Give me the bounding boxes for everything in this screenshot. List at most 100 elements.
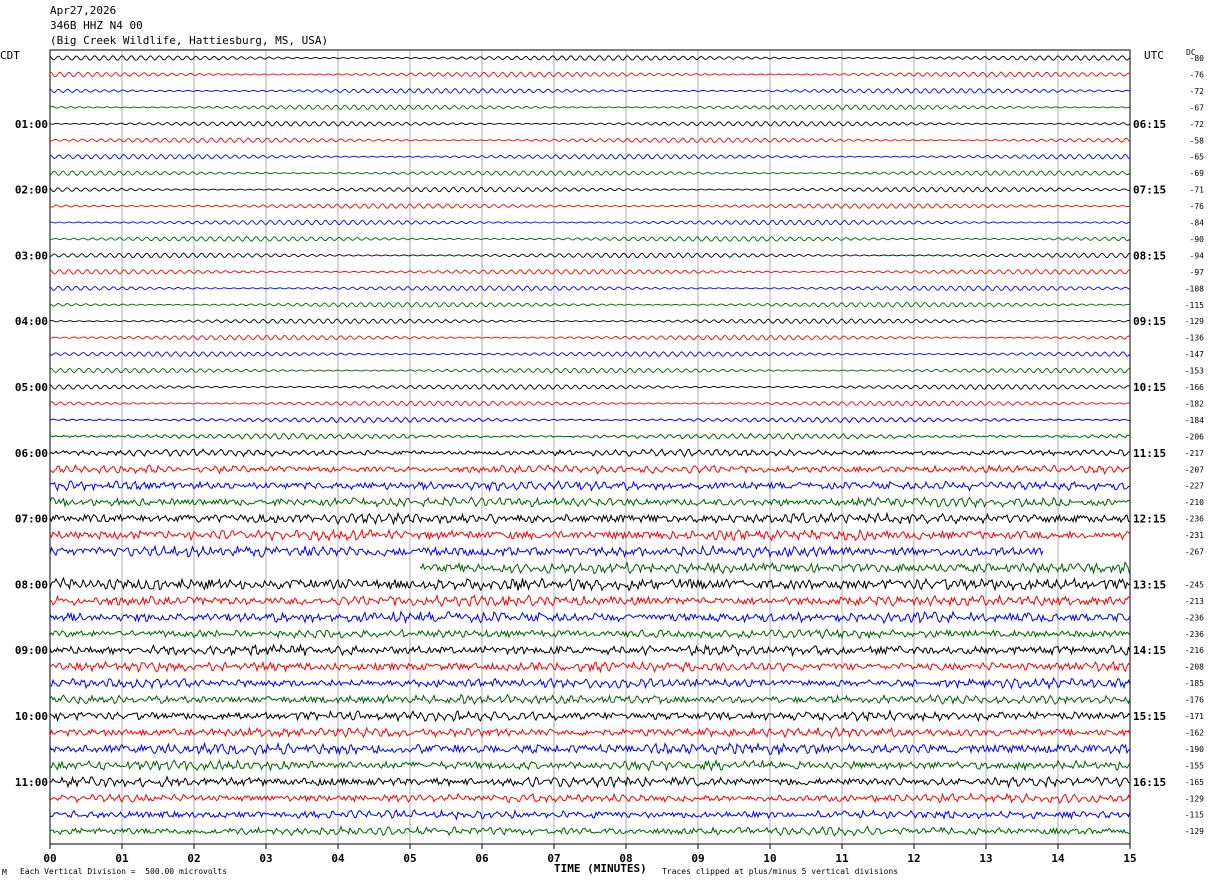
seismic-trace [49,709,1131,723]
dc-offset-label: -84 [1190,219,1205,228]
seismic-trace [49,219,1131,226]
seismic-trace [49,528,1131,542]
x-tick-label: 09 [691,852,704,865]
seismic-trace [49,186,1131,193]
right-hour-label: 09:15 [1133,315,1166,328]
seismic-trace [49,511,1131,526]
seismic-trace [49,170,1131,176]
x-tick-label: 07 [547,852,560,865]
scale-note: Each Vertical Division = 500.00 microvol… [20,867,228,876]
plot-date: Apr27,2026 [50,4,117,17]
seismic-trace [49,693,1131,706]
dc-offset-label: -208 [1185,663,1204,672]
dc-offset-label: -115 [1185,811,1204,820]
x-tick-label: 06 [475,852,489,865]
dc-offset-label: -58 [1190,136,1205,145]
dc-offset-label: -71 [1190,186,1205,195]
station-location: (Big Creek Wildlife, Hattiesburg, MS, US… [50,34,329,47]
right-hour-label: 08:15 [1133,249,1166,262]
x-tick-label: 04 [331,852,345,865]
x-tick-label: 13 [979,852,992,865]
seismic-trace [49,367,1131,374]
x-tick-label: 10 [763,852,776,865]
right-hour-label: 11:15 [1133,447,1166,460]
seismic-trace [49,318,1131,325]
dc-offset-label: -76 [1190,70,1205,79]
dc-offset-label: -184 [1185,416,1204,425]
clip-note: Traces clipped at plus/minus 5 vertical … [662,867,899,876]
x-tick-label: 05 [403,852,416,865]
dc-offset-label: -206 [1185,432,1204,441]
seismic-trace [49,676,1131,690]
dc-offset-label: -185 [1185,679,1204,688]
seismic-trace [49,88,1131,94]
left-hour-label: 10:00 [15,710,48,723]
seismic-trace [419,560,1130,575]
dc-offset-label: -129 [1185,794,1204,803]
dc-offset-label: -136 [1185,334,1204,343]
dc-offset-label: -176 [1185,696,1204,705]
seismic-trace [49,351,1131,358]
dc-offset-label: -236 [1185,630,1204,639]
seismic-trace [49,808,1131,821]
x-tick-label: 02 [187,852,200,865]
seismic-trace [49,628,1131,640]
seismic-trace [49,726,1131,740]
dc-offset-label: -155 [1185,761,1204,770]
dc-offset-label: -94 [1190,251,1205,260]
dc-offset-label: -236 [1185,613,1204,622]
seismic-trace [49,120,1131,127]
dc-offset-label: -90 [1190,235,1205,244]
right-hour-label: 15:15 [1133,710,1166,723]
seismic-trace [49,252,1131,259]
left-hour-label: 05:00 [15,381,48,394]
seismic-trace [49,741,1131,756]
dc-offset-label: -182 [1185,399,1204,408]
x-tick-label: 01 [115,852,129,865]
dc-offset-label: -72 [1190,120,1205,129]
left-timezone-label: CDT [0,49,20,62]
seismic-trace [49,71,1131,78]
seismic-trace [49,285,1131,292]
seismic-trace [49,610,1131,625]
seismic-trace [49,137,1131,144]
dc-offset-label: -129 [1185,317,1204,326]
right-hour-label: 12:15 [1133,513,1166,526]
seismic-trace [49,104,1131,111]
dc-offset-label: -115 [1185,301,1204,310]
right-hour-label: 10:15 [1133,381,1166,394]
dc-offset-label: -76 [1190,202,1205,211]
dc-offset-label: -129 [1185,827,1204,836]
x-tick-label: 03 [259,852,272,865]
dc-offset-label: -162 [1185,728,1204,737]
plot-frame [49,49,1131,845]
seismic-trace [49,758,1131,772]
seismic-trace [49,544,1044,559]
left-hour-label: 01:00 [15,118,48,131]
seismic-trace [49,400,1131,407]
dc-offset-label: -72 [1190,87,1205,96]
seismic-trace [49,301,1131,308]
dc-offset-label: -236 [1185,515,1204,524]
dc-offset-label: -165 [1185,778,1204,787]
seismic-trace [49,660,1131,674]
dc-offset-label: -210 [1185,498,1204,507]
dc-offset-label: -69 [1190,169,1205,178]
dc-offset-label: -147 [1185,350,1204,359]
seismic-trace [49,775,1131,789]
dc-offset-label: -216 [1185,646,1204,655]
seismic-trace [49,593,1131,608]
seismic-trace [50,334,1131,341]
station-code: 346B HHZ N4 00 [50,19,143,32]
seismic-trace [49,269,1131,275]
footer-mark: M [2,868,7,877]
right-hour-label: 16:15 [1133,776,1166,789]
x-tick-label: 08 [619,852,632,865]
right-hour-label: 06:15 [1133,118,1166,131]
seismic-trace [49,236,1131,242]
dc-offset-label: -80 [1190,54,1205,63]
x-axis-title: TIME (MINUTES) [554,862,647,875]
left-hour-label: 07:00 [15,513,48,526]
left-hour-label: 03:00 [15,249,48,262]
